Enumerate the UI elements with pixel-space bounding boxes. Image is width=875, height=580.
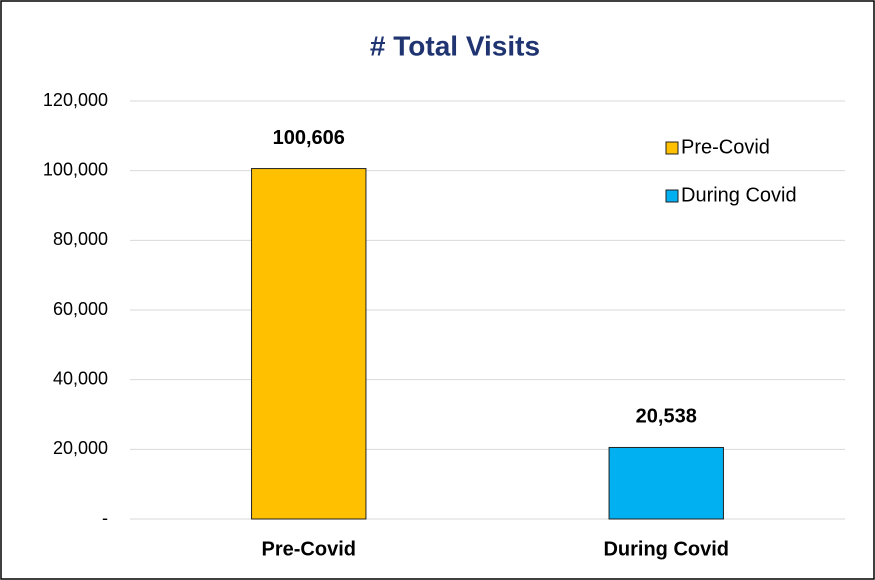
legend-swatch: [665, 141, 679, 155]
legend-swatch: [665, 189, 679, 203]
y-tick-label: 20,000: [53, 438, 108, 458]
y-tick-label: 100,000: [43, 159, 108, 179]
legend-label: During Covid: [681, 184, 797, 206]
y-tick-label: 60,000: [53, 299, 108, 319]
y-tick-label: 40,000: [53, 368, 108, 388]
y-tick-label: 120,000: [43, 90, 108, 110]
x-tick-label: During Covid: [603, 538, 729, 560]
chart-title: # Total Visits: [370, 30, 540, 61]
value-label: 20,538: [636, 406, 697, 428]
bar: [608, 446, 724, 520]
bar: [251, 168, 367, 520]
y-tick-label: 80,000: [53, 229, 108, 249]
y-tick-label: -: [102, 508, 108, 528]
x-tick-label: Pre-Covid: [262, 538, 356, 560]
value-label: 100,606: [273, 127, 345, 149]
legend-label: Pre-Covid: [681, 136, 770, 158]
